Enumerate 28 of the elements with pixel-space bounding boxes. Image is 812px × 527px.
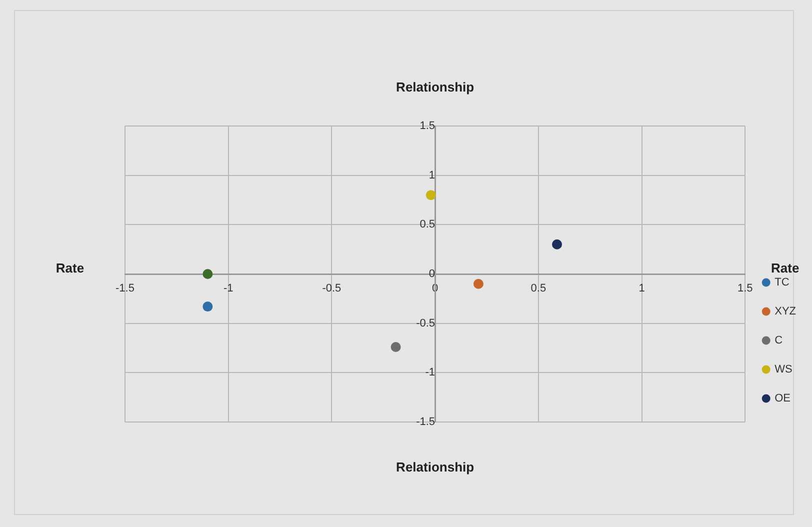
point [473, 278, 484, 289]
x-tick-label: -0.5 [322, 282, 342, 295]
y-tick-label: 0.5 [420, 218, 436, 231]
legend-label: TC [774, 276, 790, 289]
point [390, 342, 401, 352]
point [202, 269, 213, 279]
x-tick-label: 0.5 [530, 282, 546, 295]
point [202, 302, 213, 312]
x-tick-label: 1.5 [737, 282, 753, 295]
point [552, 239, 562, 250]
y-axis-title: Rate [56, 260, 84, 276]
x-tick-label: -1 [223, 282, 234, 295]
chart-title: Relationship [396, 80, 474, 95]
x-tick-label: -1.5 [116, 282, 134, 295]
y-tick-label: 0 [428, 268, 436, 280]
legend-label: WS [774, 364, 792, 376]
legend-label: XYZ [774, 306, 796, 318]
text: Rate [771, 260, 800, 276]
y-tick-label: -1 [425, 366, 436, 379]
point [426, 190, 436, 200]
legend-label: OE [774, 392, 791, 405]
y-tick-label: 1 [428, 169, 436, 182]
x-axis-title: Relationship [396, 460, 474, 475]
x-tick-label: 1 [638, 282, 645, 295]
y-tick-label: -0.5 [416, 317, 436, 330]
y-tick-label: -1.5 [416, 416, 436, 428]
y-tick-label: 1.5 [420, 120, 436, 132]
legend-label: C [774, 334, 783, 347]
